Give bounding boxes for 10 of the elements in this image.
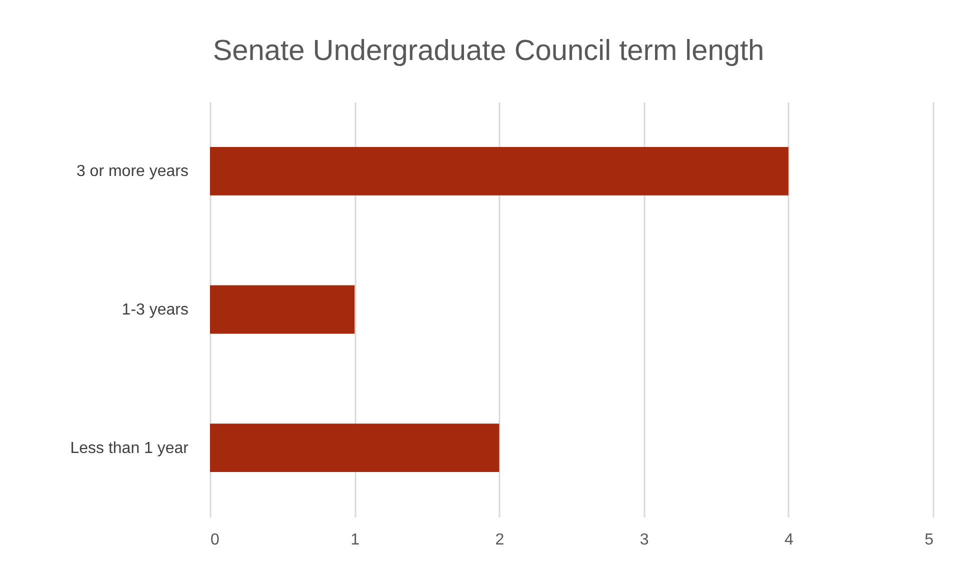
- x-tick-label: 0: [210, 532, 220, 548]
- x-tick-label: 3: [640, 532, 649, 548]
- y-tick-label: 3 or more years: [76, 163, 188, 180]
- y-tick-label: 1-3 years: [122, 302, 188, 318]
- x-tick-label: 2: [495, 532, 504, 548]
- x-tick-label: 5: [924, 532, 934, 548]
- chart-title: Senate Undergraduate Council term length: [212, 35, 764, 67]
- x-tick-label: 4: [784, 532, 794, 548]
- x-tick-label: 1: [350, 532, 360, 548]
- y-tick-label: Less than 1 year: [70, 440, 190, 457]
